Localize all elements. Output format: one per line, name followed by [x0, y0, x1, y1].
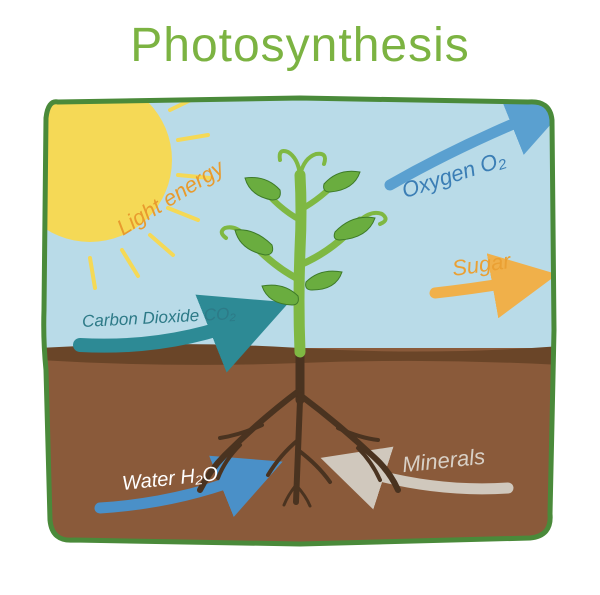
diagram-frame: Light energy Oxygen O₂ Sugar Carbon Diox…: [40, 90, 560, 550]
page-title: Photosynthesis: [130, 18, 470, 73]
